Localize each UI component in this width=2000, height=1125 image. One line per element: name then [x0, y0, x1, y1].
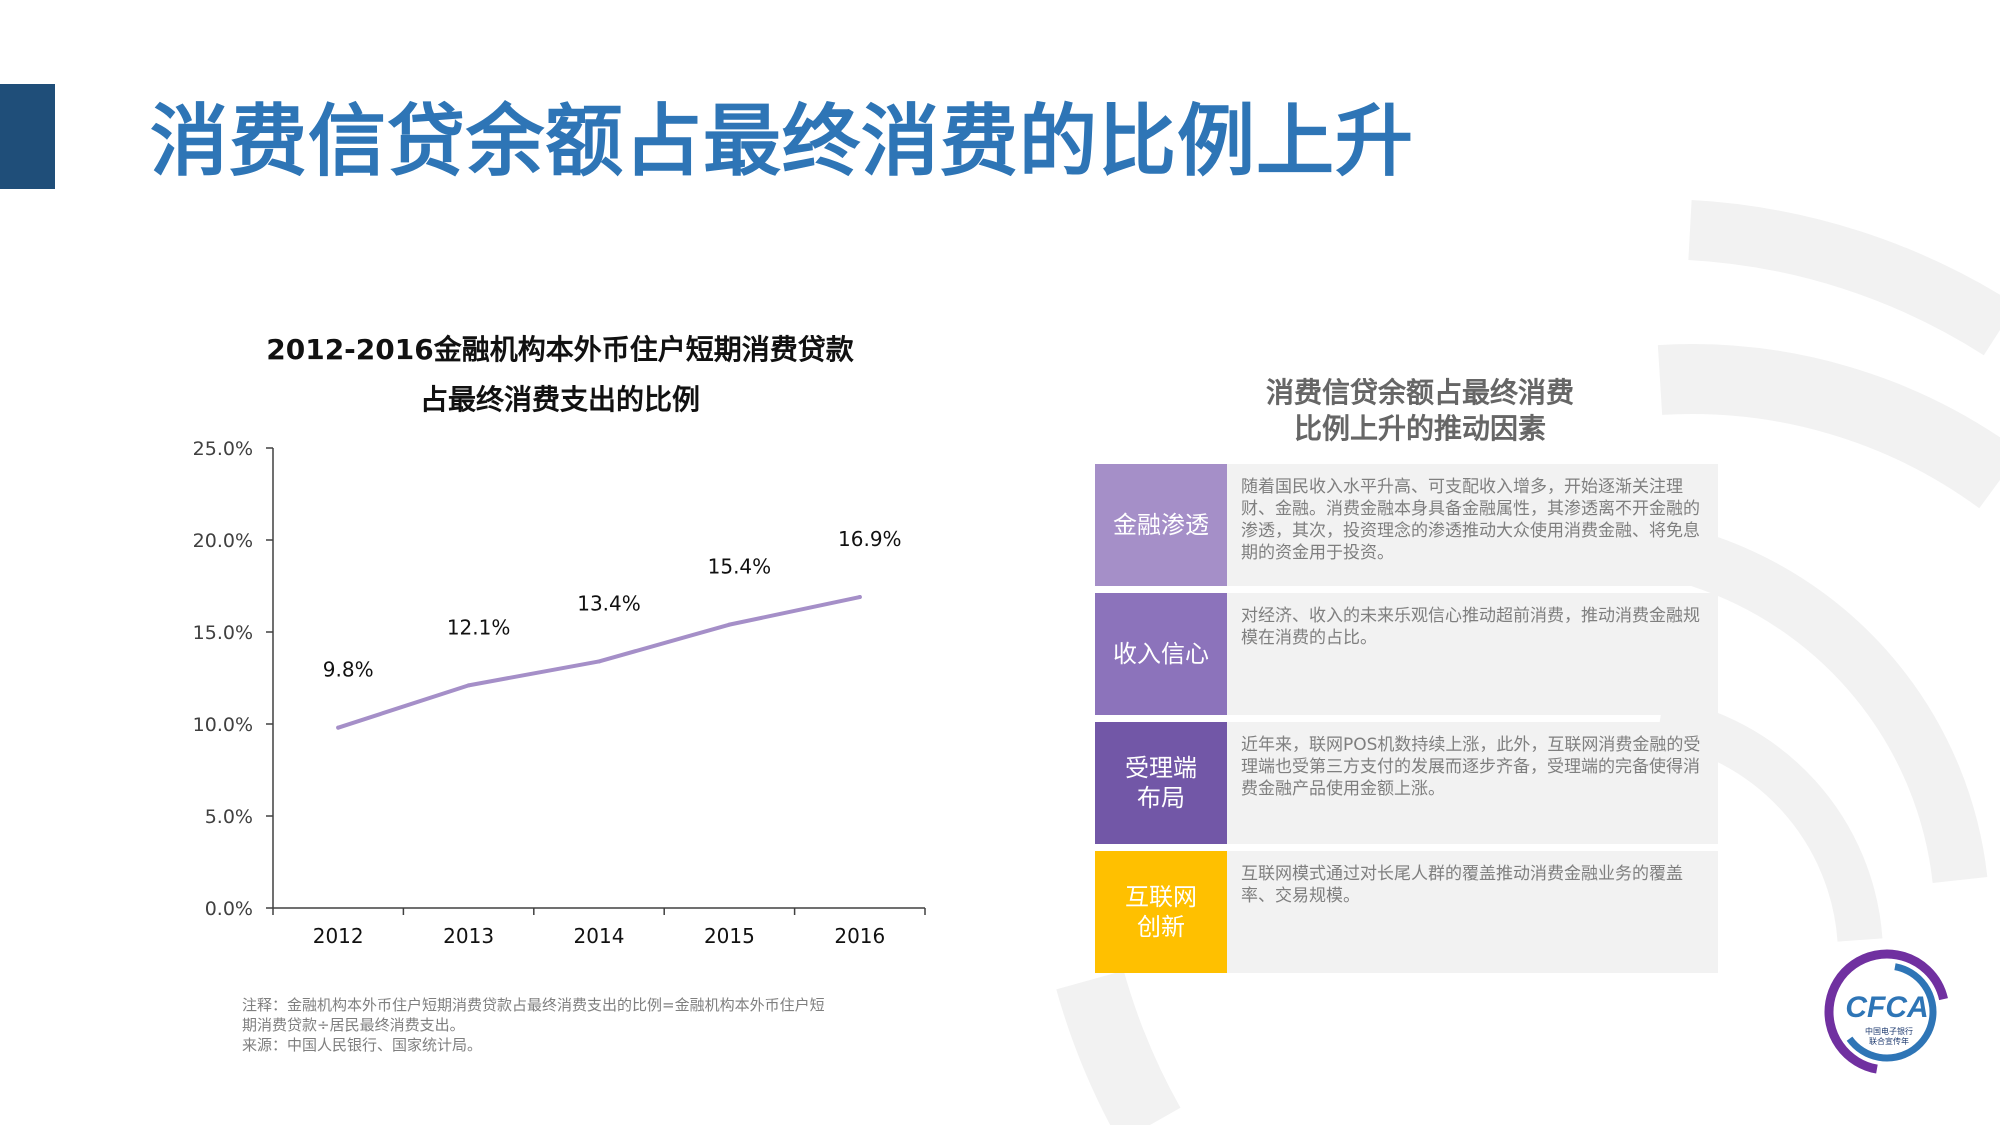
- factors-title: 消费信贷余额占最终消费 比例上升的推动因素: [1180, 375, 1660, 447]
- factor-label: 金融渗透: [1095, 464, 1227, 586]
- data-point: [336, 725, 341, 730]
- factors-title-line-2: 比例上升的推动因素: [1293, 412, 1546, 445]
- logo-text: CFCA: [1845, 991, 1928, 1024]
- factor-label-line-2: 布局: [1137, 784, 1185, 812]
- y-tick-label: 20.0%: [193, 530, 253, 552]
- factor-label: 收入信心: [1095, 593, 1227, 715]
- x-tick-label: 2015: [704, 924, 755, 948]
- chart-title-line-2: 占最终消费支出的比例: [419, 383, 700, 416]
- chart-note: 注释：金融机构本外币住户短期消费贷款占最终消费支出的比例=金融机构本外币住户短 …: [242, 995, 902, 1055]
- logo-subtext-line-1: 中国电子银行: [1865, 1026, 1913, 1036]
- factor-label-line-1: 受理端: [1125, 754, 1197, 782]
- factor-description: 互联网模式通过对长尾人群的覆盖推动消费金融业务的覆盖率、交易规模。: [1227, 851, 1718, 973]
- data-label: 9.8%: [323, 658, 374, 682]
- factor-label: 互联网 创新: [1095, 851, 1227, 973]
- line-chart: 0.0% 5.0% 10.0% 15.0% 20.0% 25.0% 2012 2013 2014…: [193, 438, 926, 948]
- y-tick-label: 0.0%: [205, 898, 253, 920]
- title-accent-bar: [0, 84, 55, 189]
- data-label: 16.9%: [838, 527, 902, 551]
- x-tick-label: 2014: [574, 924, 625, 948]
- cfca-logo: CFCA 中国电子银行 联合宣传年: [1824, 949, 1950, 1075]
- factor-label-line-1: 互联网: [1125, 883, 1197, 911]
- factors-title-line-1: 消费信贷余额占最终消费: [1265, 376, 1574, 409]
- x-tick-label: 2016: [834, 924, 885, 948]
- factor-internet-innovation: 互联网 创新 互联网模式通过对长尾人群的覆盖推动消费金融业务的覆盖率、交易规模。: [1095, 851, 1718, 973]
- factor-acceptance-layout: 受理端 布局 近年来，联网POS机数持续上涨，此外，互联网消费金融的受理端也受第…: [1095, 722, 1718, 844]
- logo-subtext-line-2: 联合宣传年: [1869, 1036, 1909, 1046]
- y-tick-label: 5.0%: [205, 806, 253, 828]
- data-point: [727, 622, 732, 627]
- data-point: [466, 683, 471, 688]
- chart-title-line-1: 2012-2016金融机构本外币住户短期消费贷款: [266, 333, 854, 366]
- x-tick-label: 2012: [313, 924, 364, 948]
- factor-description: 对经济、收入的未来乐观信心推动超前消费，推动消费金融规模在消费的占比。: [1227, 593, 1718, 715]
- factor-description: 随着国民收入水平升高、可支配收入增多，开始逐渐关注理财、金融。消费金融本身具备金…: [1227, 464, 1718, 586]
- y-tick-label: 10.0%: [193, 714, 253, 736]
- note-line-2: 期消费贷款÷居民最终消费支出。: [242, 1016, 465, 1034]
- x-tick-label: 2013: [443, 924, 494, 948]
- page-title: 消费信贷余额占最终消费的比例上升: [150, 97, 1415, 187]
- factor-financial-penetration: 金融渗透 随着国民收入水平升高、可支配收入增多，开始逐渐关注理财、金融。消费金融…: [1095, 464, 1718, 586]
- factor-label: 受理端 布局: [1095, 722, 1227, 844]
- data-point: [597, 659, 601, 664]
- factor-income-confidence: 收入信心 对经济、收入的未来乐观信心推动超前消费，推动消费金融规模在消费的占比。: [1095, 593, 1718, 715]
- data-point: [857, 595, 862, 600]
- factor-label-line-2: 创新: [1137, 913, 1185, 941]
- chart-title: 2012-2016金融机构本外币住户短期消费贷款 占最终消费支出的比例: [230, 325, 890, 425]
- y-tick-label: 15.0%: [193, 622, 253, 644]
- note-source: 来源：中国人民银行、国家统计局。: [242, 1036, 483, 1054]
- y-tick-label: 25.0%: [193, 438, 253, 460]
- data-label: 15.4%: [708, 555, 772, 579]
- data-label: 12.1%: [447, 615, 511, 639]
- factor-description: 近年来，联网POS机数持续上涨，此外，互联网消费金融的受理端也受第三方支付的发展…: [1227, 722, 1718, 844]
- note-line-1: 注释：金融机构本外币住户短期消费贷款占最终消费支出的比例=金融机构本外币住户短: [242, 996, 825, 1014]
- data-label: 13.4%: [577, 591, 641, 615]
